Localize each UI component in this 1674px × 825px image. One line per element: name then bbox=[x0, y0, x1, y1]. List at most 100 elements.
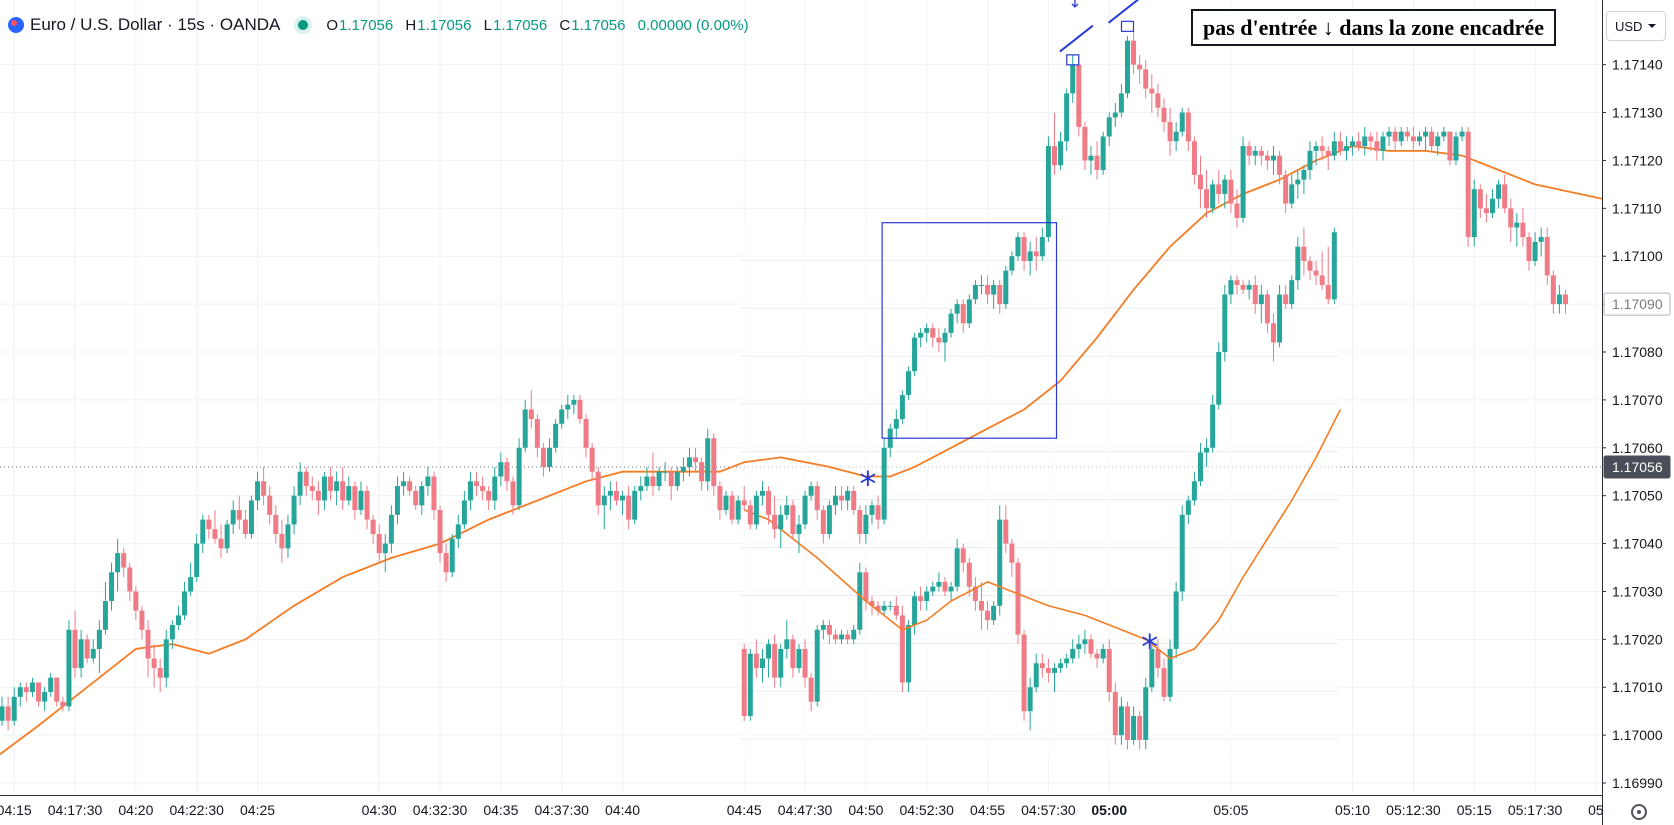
candle-body bbox=[267, 495, 273, 515]
overlay-candle bbox=[1149, 639, 1155, 693]
candle bbox=[1039, 227, 1045, 262]
candle-body bbox=[832, 495, 838, 506]
currency-button[interactable]: USD bbox=[1606, 11, 1666, 41]
candle-body bbox=[522, 409, 528, 448]
candle-body bbox=[516, 447, 522, 506]
candle-body bbox=[918, 332, 924, 338]
candle-body bbox=[991, 284, 997, 295]
candle bbox=[449, 533, 455, 578]
candle-body bbox=[1027, 687, 1033, 712]
candle bbox=[1459, 126, 1465, 142]
candle-body bbox=[638, 486, 644, 491]
candle-body bbox=[1277, 294, 1283, 343]
candle-body bbox=[766, 490, 772, 515]
candle bbox=[291, 486, 297, 534]
candle-body bbox=[893, 605, 899, 616]
candle-body bbox=[790, 639, 796, 669]
candle bbox=[772, 495, 778, 539]
star-marker: * bbox=[859, 465, 876, 505]
candle-body bbox=[291, 495, 297, 525]
candle-body bbox=[583, 419, 589, 448]
candle-body bbox=[778, 648, 784, 678]
candle-body bbox=[102, 601, 108, 630]
candle-body bbox=[778, 514, 784, 530]
candle bbox=[267, 486, 273, 525]
candle bbox=[547, 438, 553, 472]
candle-body bbox=[559, 409, 565, 424]
candle-body bbox=[382, 543, 388, 554]
time-tick-label: 04:37:30 bbox=[534, 802, 589, 818]
time-tick-label: 05:05 bbox=[1213, 802, 1248, 818]
candle bbox=[194, 533, 200, 582]
candle bbox=[1167, 107, 1173, 156]
candle-body bbox=[145, 629, 151, 659]
candle bbox=[455, 514, 461, 549]
candle-body bbox=[723, 495, 729, 511]
price-tick-label: 1.17020 bbox=[1612, 631, 1663, 647]
candle-body bbox=[1337, 141, 1343, 151]
candle bbox=[169, 620, 175, 649]
candle-body bbox=[1045, 146, 1051, 238]
candle-body bbox=[1343, 146, 1349, 151]
candle-body bbox=[1015, 237, 1021, 257]
candle-body bbox=[1076, 644, 1082, 649]
settings-gear-icon[interactable] bbox=[1631, 804, 1647, 820]
candle-body bbox=[1277, 155, 1283, 175]
candle-body bbox=[1076, 64, 1082, 127]
candle bbox=[1489, 189, 1495, 218]
candle-body bbox=[918, 596, 924, 602]
candle-body bbox=[1435, 136, 1441, 147]
candle bbox=[157, 658, 163, 693]
peak-box bbox=[1120, 20, 1135, 32]
market-status-icon[interactable] bbox=[298, 20, 309, 30]
overlay-candle bbox=[784, 620, 790, 659]
time-tick-label: 04:52:30 bbox=[899, 802, 954, 818]
candle-body bbox=[747, 653, 753, 716]
candle bbox=[1076, 59, 1082, 137]
overlay-candle bbox=[942, 577, 948, 597]
candle-body bbox=[1240, 284, 1246, 290]
overlay-candle bbox=[1094, 648, 1100, 669]
candle-body bbox=[936, 581, 942, 587]
candle-body bbox=[151, 658, 157, 669]
overlay-candle bbox=[1070, 639, 1076, 664]
candle-body bbox=[869, 505, 875, 515]
candle bbox=[948, 308, 954, 338]
candle-body bbox=[1143, 687, 1149, 740]
overlay-candle bbox=[1301, 227, 1307, 276]
candle-body bbox=[1392, 131, 1398, 142]
candle bbox=[1441, 126, 1447, 142]
overlay-candle bbox=[832, 629, 838, 645]
candle bbox=[723, 490, 729, 515]
candle bbox=[443, 543, 449, 582]
candle-body bbox=[1520, 222, 1526, 238]
open-value: 1.17056 bbox=[339, 16, 394, 34]
candle-body bbox=[315, 490, 321, 501]
symbol-title[interactable]: Euro / U.S. Dollar · 15s · OANDA bbox=[30, 15, 281, 34]
candle bbox=[1356, 131, 1362, 151]
candle-body bbox=[753, 653, 759, 669]
annotation-text-box[interactable]: pas d'entrée ↓ dans la zone encadrée bbox=[1191, 9, 1556, 46]
candle bbox=[1246, 141, 1252, 166]
candle-body bbox=[474, 481, 480, 487]
candle-body bbox=[1496, 184, 1502, 199]
candle-body bbox=[899, 615, 905, 683]
candle-body bbox=[1532, 241, 1538, 262]
candle bbox=[1374, 131, 1380, 161]
candle bbox=[808, 481, 814, 501]
candle-body bbox=[632, 490, 638, 520]
overlay-candle bbox=[1331, 227, 1337, 305]
candle-body bbox=[1216, 184, 1222, 194]
candle bbox=[376, 524, 382, 563]
candle bbox=[875, 495, 881, 530]
candle-body bbox=[1222, 179, 1228, 194]
candle-body bbox=[845, 490, 851, 501]
candle bbox=[297, 462, 303, 506]
candle-body bbox=[717, 486, 723, 511]
overlay-background bbox=[740, 222, 1339, 760]
candle-body bbox=[352, 486, 358, 511]
candle bbox=[845, 486, 851, 511]
time-tick-label: 04:30 bbox=[362, 802, 397, 818]
price-tick-label: 1.17060 bbox=[1612, 440, 1663, 456]
